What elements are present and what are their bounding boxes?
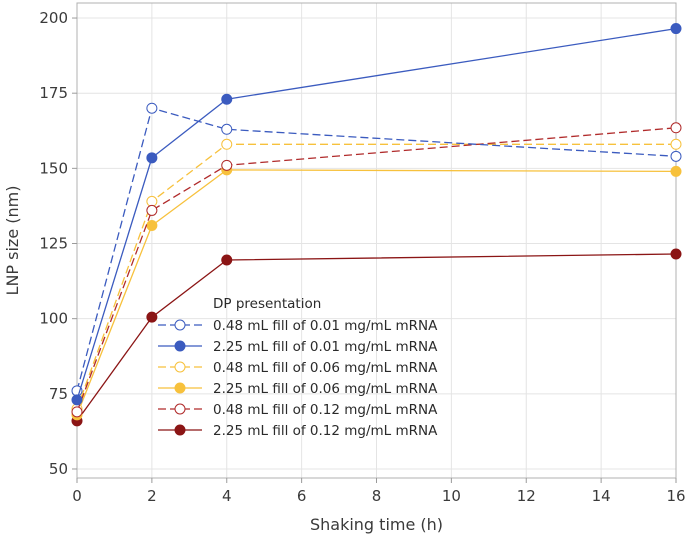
- legend-item: 0.48 mL fill of 0.12 mg/mL mRNA: [158, 402, 438, 418]
- x-tick-label: 12: [517, 487, 536, 505]
- series-line: [76, 127, 677, 413]
- series-2: [71, 23, 682, 406]
- series-1: [71, 102, 682, 397]
- legend-item: 0.48 mL fill of 0.06 mg/mL mRNA: [158, 360, 438, 376]
- y-tick-label: 150: [39, 159, 68, 177]
- y-tick-label: 75: [49, 385, 68, 403]
- data-point: [221, 254, 233, 266]
- data-point: [221, 93, 233, 105]
- legend-swatch-marker: [174, 361, 186, 373]
- legend-swatch-marker: [174, 403, 186, 415]
- data-point: [670, 165, 682, 177]
- y-tick-label: 50: [49, 460, 68, 478]
- data-point: [221, 159, 233, 171]
- data-point: [670, 248, 682, 260]
- y-axis: 50 75 100 125 150 175 200: [39, 9, 77, 478]
- data-point: [146, 195, 158, 207]
- x-tick-label: 4: [222, 487, 232, 505]
- data-point: [670, 122, 682, 134]
- legend-item: 2.25 mL fill of 0.06 mg/mL mRNA: [158, 381, 438, 397]
- legend-label: 2.25 mL fill of 0.01 mg/mL mRNA: [213, 339, 438, 355]
- data-point: [146, 152, 158, 164]
- legend-label: 0.48 mL fill of 0.01 mg/mL mRNA: [213, 318, 438, 334]
- data-point: [221, 138, 233, 150]
- legend-label: 0.48 mL fill of 0.12 mg/mL mRNA: [213, 402, 438, 418]
- data-point: [146, 311, 158, 323]
- series: [71, 23, 682, 427]
- legend-item: 0.48 mL fill of 0.01 mg/mL mRNA: [158, 318, 438, 334]
- y-tick-label: 100: [39, 310, 68, 328]
- x-tick-label: 2: [147, 487, 157, 505]
- x-tick-label: 16: [666, 487, 685, 505]
- series-line: [76, 169, 677, 416]
- y-tick-label: 200: [39, 9, 68, 27]
- series-line: [76, 107, 677, 391]
- series-5: [71, 122, 682, 418]
- data-point: [221, 123, 233, 135]
- x-tick-label: 8: [372, 487, 382, 505]
- legend-swatch-marker: [174, 382, 186, 394]
- x-tick-label: 0: [72, 487, 82, 505]
- legend-title: DP presentation: [213, 296, 321, 312]
- y-axis-title: LNP size (nm): [3, 186, 22, 296]
- grid: [76, 3, 677, 478]
- legend-label: 2.25 mL fill of 0.12 mg/mL mRNA: [213, 423, 438, 439]
- legend: DP presentation 0.48 mL fill of 0.01 mg/…: [158, 296, 438, 439]
- data-point: [146, 102, 158, 114]
- series-line: [76, 27, 677, 400]
- legend-item: 2.25 mL fill of 0.01 mg/mL mRNA: [158, 339, 438, 355]
- data-point: [670, 150, 682, 162]
- x-tick-label: 14: [592, 487, 611, 505]
- legend-item: 2.25 mL fill of 0.12 mg/mL mRNA: [158, 423, 438, 439]
- legend-label: 2.25 mL fill of 0.06 mg/mL mRNA: [213, 381, 438, 397]
- x-axis: 0 2 4 6 8 10 12 14 16: [72, 478, 685, 505]
- x-axis-title: Shaking time (h): [310, 515, 443, 534]
- x-tick-label: 10: [442, 487, 461, 505]
- data-point: [670, 138, 682, 150]
- y-tick-label: 175: [39, 84, 68, 102]
- series-line: [76, 253, 677, 422]
- legend-swatch-marker: [174, 319, 186, 331]
- legend-swatch-marker: [174, 424, 186, 436]
- series-line: [76, 143, 676, 410]
- data-point: [146, 219, 158, 231]
- legend-label: 0.48 mL fill of 0.06 mg/mL mRNA: [213, 360, 438, 376]
- data-point: [71, 406, 83, 418]
- legend-swatch-marker: [174, 340, 186, 352]
- series-6: [71, 248, 682, 427]
- x-tick-label: 6: [297, 487, 307, 505]
- data-point: [146, 204, 158, 216]
- data-point: [71, 394, 83, 406]
- data-point: [670, 23, 682, 35]
- y-tick-label: 125: [39, 235, 68, 253]
